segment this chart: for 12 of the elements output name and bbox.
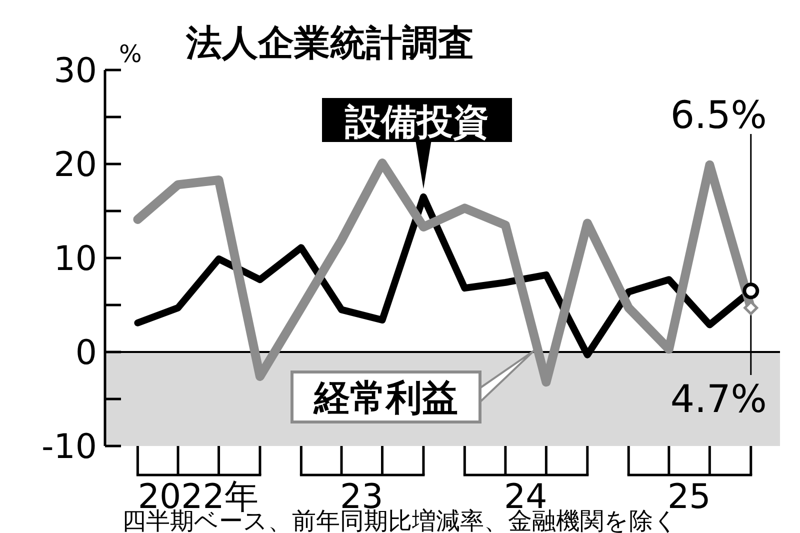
y-tick-label: -10 <box>41 427 97 467</box>
x-tick-label: 25 <box>667 477 711 517</box>
chart-title: 法人企業統計調査 <box>185 23 474 64</box>
y-axis-title: % <box>119 40 142 68</box>
legend-label: 経常利益 <box>313 378 458 419</box>
text: 設備投資 <box>344 102 489 143</box>
annotation: 4.7% <box>670 377 767 421</box>
annotation: 6.5% <box>670 93 767 137</box>
y-tick-label: 0 <box>75 333 97 373</box>
y-tick-label: 20 <box>54 145 97 185</box>
y-tick-label: 10 <box>54 239 97 279</box>
y-tick-label: 30 <box>54 51 97 91</box>
